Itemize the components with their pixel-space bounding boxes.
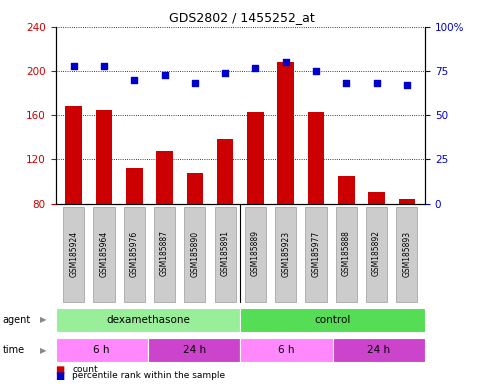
FancyBboxPatch shape xyxy=(184,207,205,302)
Text: GSM185887: GSM185887 xyxy=(160,230,169,276)
Point xyxy=(282,59,290,65)
Text: time: time xyxy=(2,345,25,356)
Point xyxy=(221,70,229,76)
Point xyxy=(191,80,199,86)
FancyBboxPatch shape xyxy=(241,308,425,332)
Bar xyxy=(308,112,325,204)
Bar xyxy=(217,139,233,204)
FancyBboxPatch shape xyxy=(336,207,357,302)
Bar xyxy=(277,62,294,204)
FancyBboxPatch shape xyxy=(214,207,236,302)
Bar xyxy=(247,112,264,204)
Point xyxy=(342,80,350,86)
Text: 24 h: 24 h xyxy=(367,345,390,356)
Bar xyxy=(398,199,415,204)
FancyBboxPatch shape xyxy=(396,207,417,302)
FancyBboxPatch shape xyxy=(154,207,175,302)
Text: GSM185977: GSM185977 xyxy=(312,230,321,276)
Text: dexamethasone: dexamethasone xyxy=(106,314,190,325)
Bar xyxy=(368,192,385,204)
FancyBboxPatch shape xyxy=(241,338,333,362)
FancyBboxPatch shape xyxy=(275,207,297,302)
Text: ▶: ▶ xyxy=(40,315,47,324)
Bar xyxy=(338,176,355,204)
Bar xyxy=(96,110,113,204)
Text: count: count xyxy=(72,365,98,374)
Text: GDS2802 / 1455252_at: GDS2802 / 1455252_at xyxy=(169,12,314,25)
Text: GSM185976: GSM185976 xyxy=(130,230,139,276)
FancyBboxPatch shape xyxy=(56,338,148,362)
FancyBboxPatch shape xyxy=(63,207,85,302)
Text: GSM185964: GSM185964 xyxy=(99,230,109,276)
FancyBboxPatch shape xyxy=(333,338,425,362)
Text: 24 h: 24 h xyxy=(183,345,206,356)
Point xyxy=(70,63,78,69)
Text: GSM185924: GSM185924 xyxy=(69,230,78,276)
Point xyxy=(403,82,411,88)
FancyBboxPatch shape xyxy=(148,338,241,362)
FancyBboxPatch shape xyxy=(93,207,114,302)
Text: GSM185893: GSM185893 xyxy=(402,230,412,276)
Text: 6 h: 6 h xyxy=(278,345,295,356)
Bar xyxy=(156,151,173,204)
Bar xyxy=(126,168,142,204)
Point xyxy=(100,63,108,69)
FancyBboxPatch shape xyxy=(305,207,327,302)
FancyBboxPatch shape xyxy=(56,308,241,332)
FancyBboxPatch shape xyxy=(245,207,266,302)
Text: GSM185889: GSM185889 xyxy=(251,230,260,276)
Point xyxy=(312,68,320,74)
Point xyxy=(252,65,259,71)
Point xyxy=(130,77,138,83)
Text: percentile rank within the sample: percentile rank within the sample xyxy=(72,371,226,380)
Text: ■: ■ xyxy=(56,371,65,381)
Text: GSM185891: GSM185891 xyxy=(221,230,229,276)
Bar xyxy=(186,173,203,204)
Point xyxy=(161,71,169,78)
Text: GSM185892: GSM185892 xyxy=(372,230,381,276)
Text: ▶: ▶ xyxy=(40,346,47,355)
Bar xyxy=(65,106,82,204)
Text: GSM185890: GSM185890 xyxy=(190,230,199,276)
FancyBboxPatch shape xyxy=(366,207,387,302)
Text: GSM185923: GSM185923 xyxy=(281,230,290,276)
FancyBboxPatch shape xyxy=(124,207,145,302)
Text: agent: agent xyxy=(2,314,30,325)
Point xyxy=(373,80,381,86)
Text: GSM185888: GSM185888 xyxy=(342,230,351,276)
Text: 6 h: 6 h xyxy=(94,345,110,356)
Text: control: control xyxy=(314,314,351,325)
Text: ■: ■ xyxy=(56,365,65,375)
